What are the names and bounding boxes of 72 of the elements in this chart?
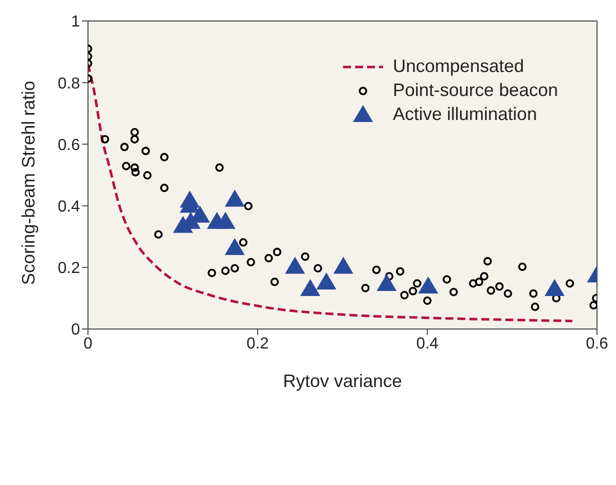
point — [408, 286, 418, 296]
point — [208, 268, 216, 278]
point — [400, 290, 409, 300]
point — [480, 272, 488, 281]
point — [376, 274, 397, 292]
legend-label: Uncompensated — [392, 56, 524, 77]
point — [224, 238, 245, 255]
point — [221, 266, 230, 275]
point — [215, 163, 224, 172]
point — [544, 278, 565, 296]
point — [160, 152, 169, 162]
point — [120, 142, 129, 152]
x-tick-label: 0.2 — [246, 335, 269, 352]
point — [495, 282, 504, 291]
point — [284, 256, 305, 274]
point — [474, 278, 484, 286]
x-tick-label: 0.4 — [416, 335, 439, 352]
x-tick-label: 0.6 — [586, 335, 608, 352]
legend-label: Point-source beacon — [392, 80, 558, 100]
point — [423, 296, 432, 305]
y-tick-label: 0.8 — [58, 75, 80, 92]
point — [442, 275, 452, 284]
point — [483, 257, 492, 266]
point — [130, 163, 139, 172]
point — [372, 266, 381, 274]
point — [418, 276, 438, 294]
point — [468, 279, 478, 288]
point — [224, 190, 245, 207]
point — [244, 202, 253, 210]
y-axis-title: Scoring-beam Strehl ratio — [18, 80, 38, 285]
point — [566, 279, 574, 288]
point — [130, 135, 139, 144]
point — [314, 264, 322, 273]
x-axis-title: Rytov variance — [282, 371, 402, 391]
point — [449, 288, 458, 296]
point — [239, 238, 248, 247]
point — [264, 254, 273, 262]
point — [141, 146, 150, 156]
point — [529, 289, 538, 298]
y-tick-label: 0.2 — [58, 260, 80, 278]
point — [300, 278, 320, 296]
point — [300, 252, 310, 261]
point — [154, 230, 163, 239]
x-tick-label: 0 — [84, 335, 93, 352]
point — [361, 284, 370, 292]
point — [384, 272, 394, 281]
point — [215, 212, 236, 229]
point — [504, 289, 512, 298]
point — [272, 248, 282, 256]
point — [160, 184, 169, 192]
point — [486, 286, 496, 295]
y-tick-label: 1 — [71, 14, 80, 31]
point — [130, 128, 139, 136]
y-tick-label: 0.4 — [58, 198, 80, 216]
legend-label: Active illumination — [392, 104, 537, 124]
point — [270, 278, 279, 286]
y-tick-label: 0 — [71, 322, 80, 339]
y-tick-label: 0.6 — [58, 136, 80, 154]
point — [122, 162, 130, 170]
point — [589, 301, 597, 310]
point — [230, 264, 239, 273]
point — [530, 302, 540, 312]
point — [333, 256, 354, 274]
point — [173, 216, 194, 233]
point — [316, 272, 336, 290]
point — [518, 262, 527, 271]
point — [246, 258, 256, 266]
point — [412, 279, 422, 288]
point — [143, 171, 152, 180]
point — [131, 168, 140, 176]
point — [100, 135, 110, 144]
point — [396, 267, 404, 276]
